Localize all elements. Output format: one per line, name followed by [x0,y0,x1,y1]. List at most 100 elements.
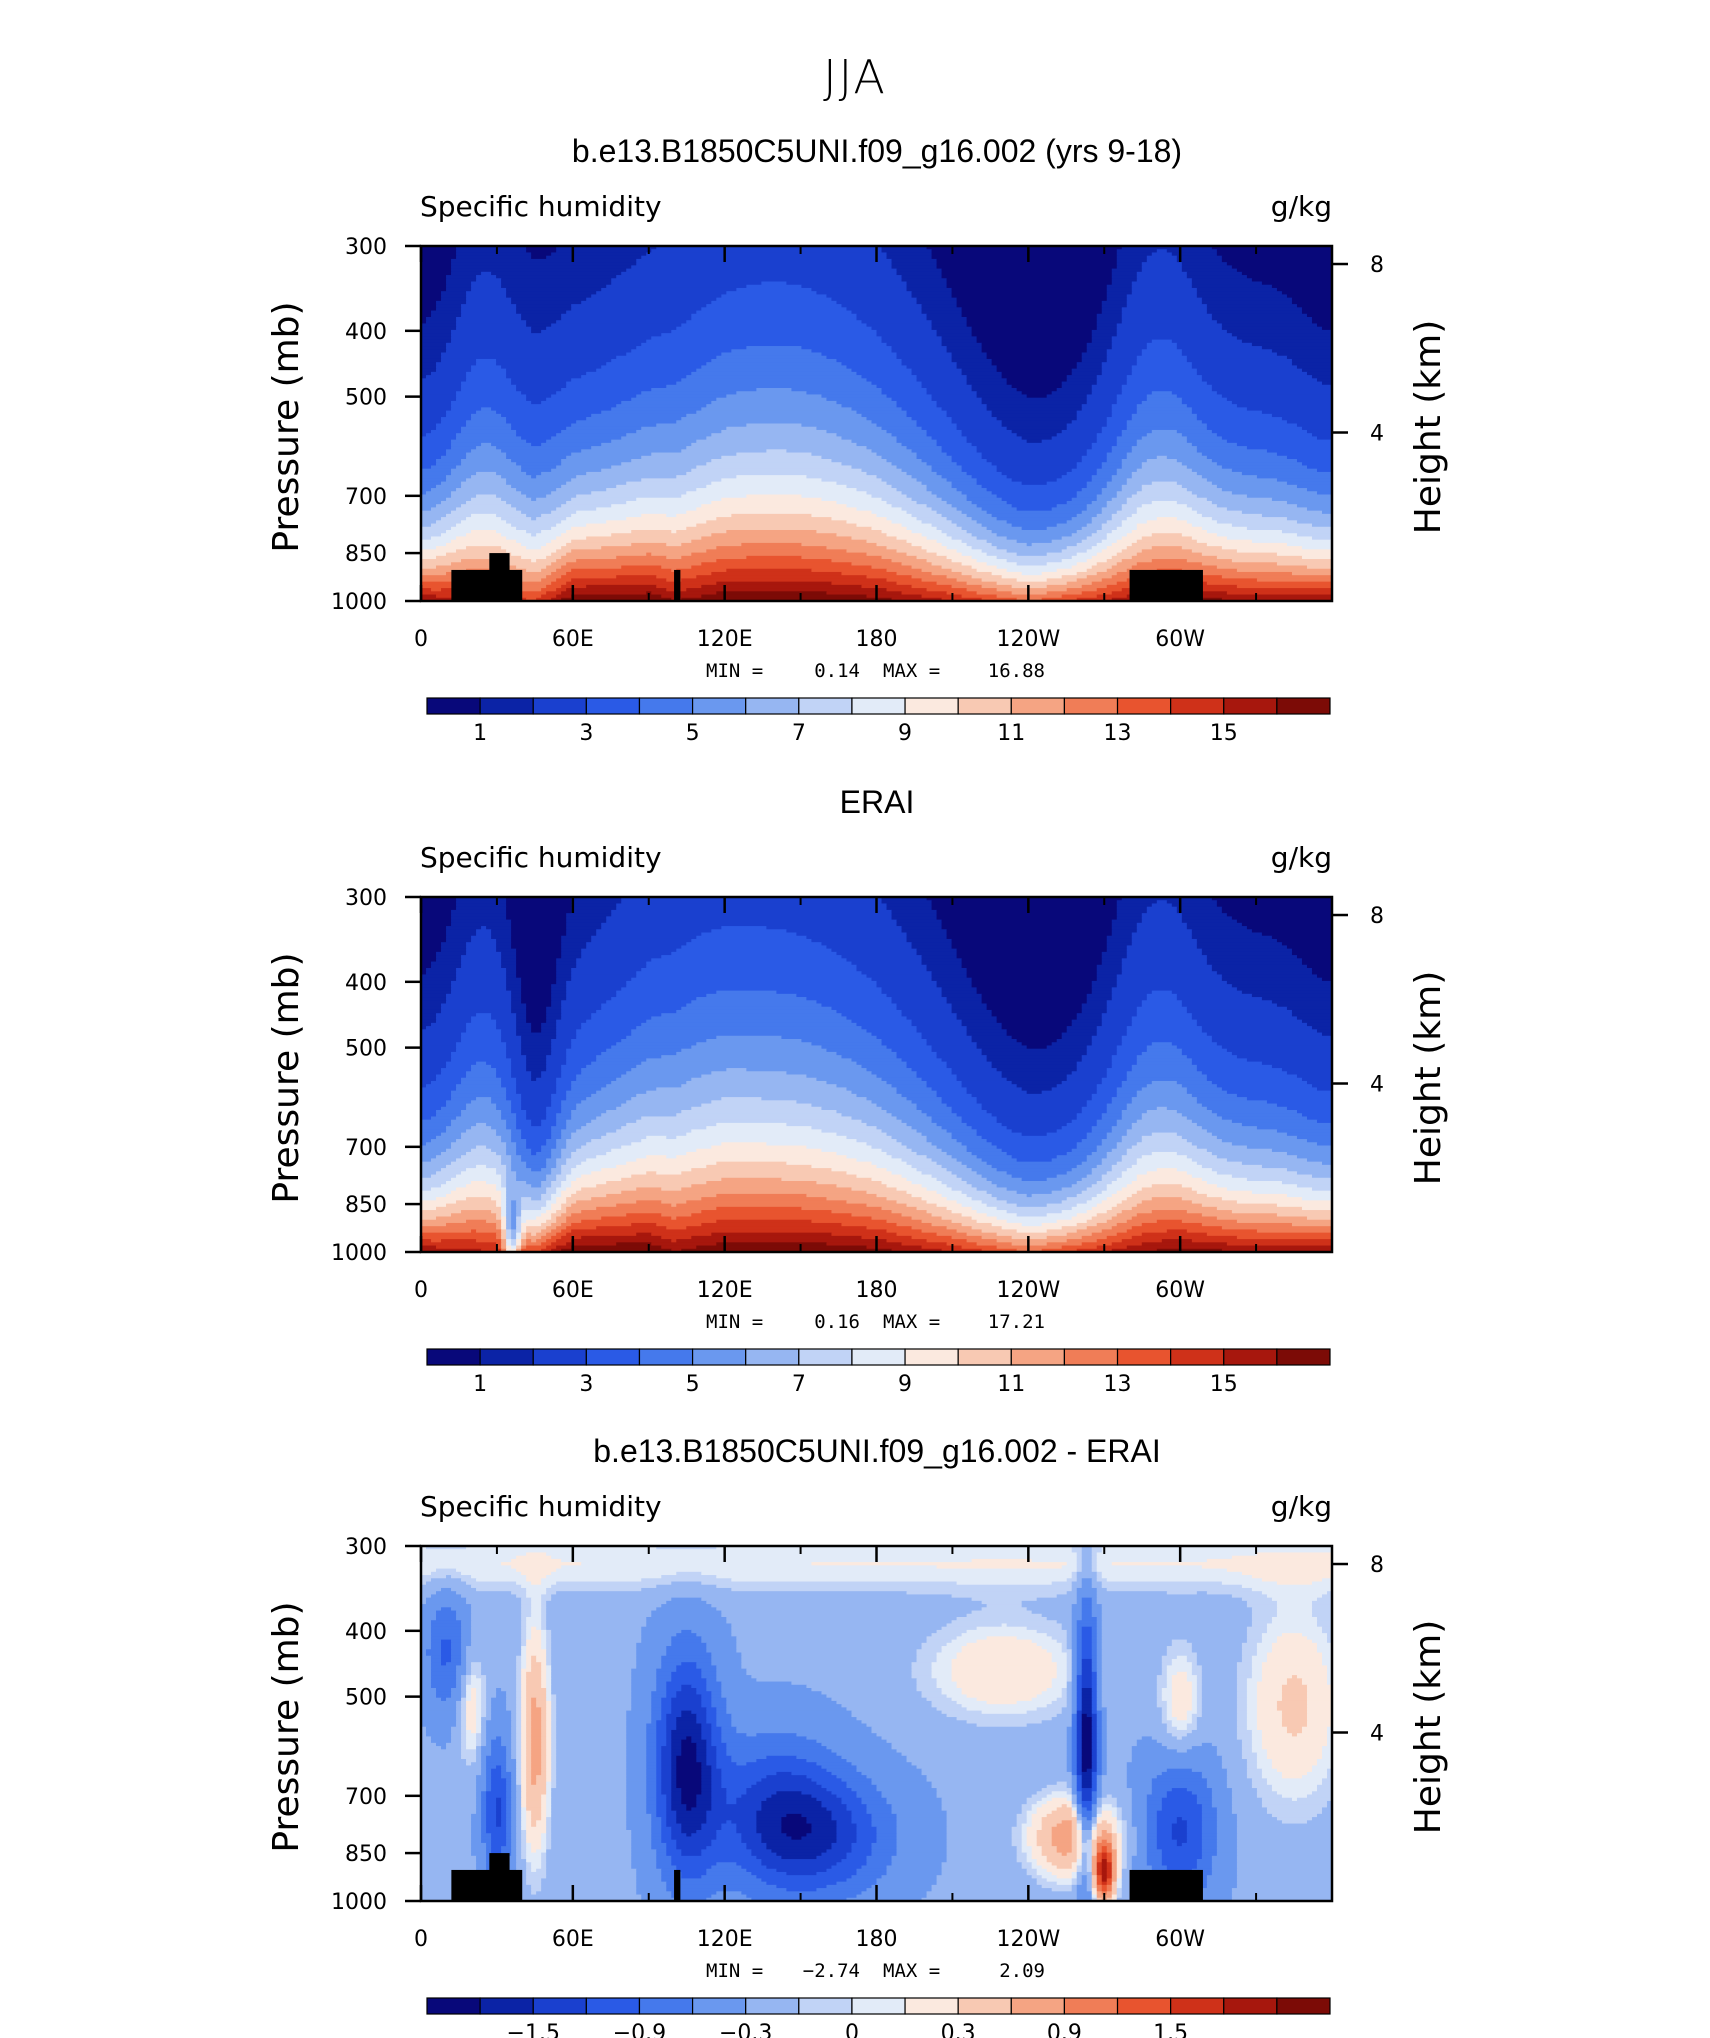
contour-cell [896,536,928,541]
contour-cell [531,475,537,479]
contour-cell [421,571,447,576]
contour-cell [436,1613,457,1618]
contour-cell [1216,391,1332,396]
contour-cell [591,1139,642,1143]
contour-cell [1141,1116,1188,1121]
contour-cell [471,1575,527,1579]
contour-cell [926,559,953,563]
contour-cell [1111,1148,1128,1153]
contour-cell [421,494,452,499]
contour-cell [1111,1216,1133,1221]
contour-cell [1086,1103,1108,1108]
contour-cell [451,1190,502,1195]
contour-cell [1071,533,1093,538]
contour-cell [446,475,472,479]
contour-cell [1241,922,1332,927]
contour-cell [1186,1055,1238,1059]
contour-cell [1191,1668,1203,1673]
contour-cell [1316,1620,1332,1625]
contour-cell [866,1097,908,1101]
contour-cell [566,926,602,930]
contour-cell [1276,552,1332,557]
contour-cell [1276,1581,1313,1586]
contour-cell [1176,394,1223,399]
contour-cell [546,1058,567,1063]
contour-cell [1091,1035,1123,1040]
contour-cell [1076,1623,1098,1628]
contour-cell [451,539,517,544]
contour-cell [461,1662,467,1667]
contour-cell [556,1035,577,1040]
contour-cell [476,494,497,499]
contour-cell [456,1568,517,1573]
contour-cell [436,459,462,463]
contour-cell [996,1068,1078,1072]
contour-cell [636,1232,652,1237]
contour-cell [426,1142,452,1147]
contour-cell [491,442,532,447]
contour-cell [546,1633,552,1637]
contour-cell [1116,1087,1143,1092]
contour-cell [566,381,677,386]
contour-cell [566,552,647,557]
contour-cell [1126,297,1203,302]
contour-cell [1196,1097,1248,1101]
contour-cell [1106,1006,1138,1011]
contour-cell [1316,1642,1332,1647]
contour-cell [421,1613,437,1618]
contour-cell [711,1604,988,1608]
contour-cell [1321,1578,1332,1583]
contour-cell [911,1126,943,1130]
contour-cell [721,1097,762,1101]
contour-cell [891,1171,923,1176]
contour-cell [621,400,712,405]
contour-cell [1301,307,1332,312]
contour-cell [1056,1665,1068,1670]
contour-cell [1006,1151,1068,1156]
contour-cell [666,1155,677,1160]
contour-cell [1191,549,1238,554]
contour-cell [491,1016,517,1021]
contour-cell [666,1652,712,1657]
contour-cell [571,1080,612,1085]
contour-cell [1076,1591,1098,1596]
contour-cell [421,246,457,250]
contour-cell [941,922,1113,927]
contour-cell [936,913,1118,917]
contour-cell [541,1206,552,1211]
contour-cell [506,417,587,421]
contour-cell [1306,371,1332,376]
contour-cell [1286,500,1332,505]
contour-cell [911,565,943,570]
contour-cell [1131,284,1193,289]
contour-cell [616,1203,672,1208]
contour-cell [636,394,727,399]
contour-cell [421,310,432,315]
contour-cell [571,1229,888,1234]
y2-tick-label: 8 [1370,904,1384,929]
contour-cell [586,1158,637,1163]
contour-cell [471,1629,522,1634]
contour-cell [471,417,507,421]
contour-cell [1311,523,1332,528]
contour-cell [421,281,447,286]
contour-cell [1146,1171,1188,1176]
contour-cell [506,1200,512,1205]
contour-cell [1071,1549,1083,1554]
contour-cell [941,275,1113,279]
contour-cell [521,1155,552,1160]
contour-cell [1031,1610,1073,1615]
contour-cell [1126,452,1203,457]
contour-cell [836,1151,888,1156]
contour-cell [976,1242,1013,1247]
contour-cell [921,1132,953,1137]
contour-cell [621,1177,722,1182]
contour-cell [1081,1562,1093,1566]
contour-cell [581,1174,632,1179]
contour-cell [551,1222,562,1227]
contour-cell [956,1074,1003,1079]
contour-cell [906,932,948,937]
contour-cell [571,1135,602,1140]
contour-cell [1071,1216,1093,1221]
contour-cell [836,433,893,438]
